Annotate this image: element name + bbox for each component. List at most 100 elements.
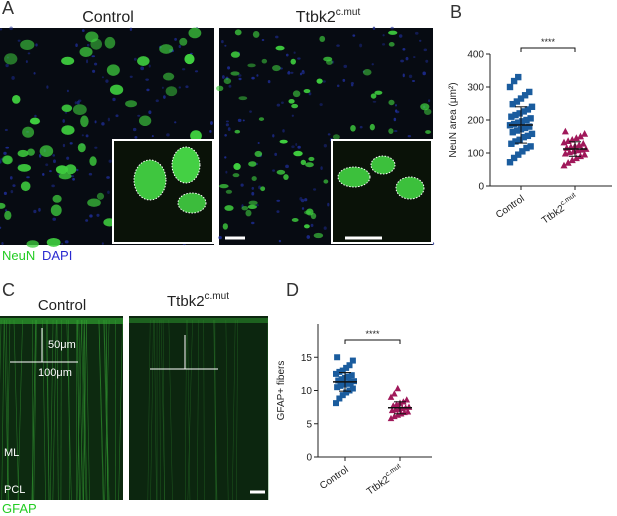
cell bbox=[61, 104, 73, 112]
cell bbox=[106, 64, 120, 76]
data-point bbox=[523, 144, 530, 152]
data-point bbox=[521, 124, 529, 132]
cell bbox=[285, 164, 289, 169]
cell bbox=[88, 172, 93, 176]
cell bbox=[34, 114, 37, 118]
cell bbox=[85, 219, 89, 222]
panel-label: D bbox=[286, 280, 299, 300]
cell bbox=[290, 58, 296, 65]
cell bbox=[210, 121, 213, 125]
fiber bbox=[103, 319, 109, 501]
cell bbox=[308, 92, 312, 96]
cell bbox=[174, 37, 177, 41]
data-point bbox=[506, 83, 514, 91]
cell bbox=[422, 71, 426, 76]
panel-label: C bbox=[2, 280, 15, 300]
cell bbox=[0, 226, 2, 229]
cell bbox=[388, 42, 395, 47]
cell bbox=[151, 135, 154, 138]
fiber bbox=[232, 319, 236, 501]
data-point bbox=[568, 156, 576, 164]
cell bbox=[35, 43, 38, 47]
data-point bbox=[387, 414, 395, 422]
cell bbox=[109, 84, 124, 95]
cell bbox=[101, 76, 104, 79]
cell bbox=[101, 122, 105, 126]
cell bbox=[190, 130, 202, 142]
cell bbox=[17, 149, 29, 158]
cell bbox=[178, 86, 182, 89]
cell bbox=[137, 114, 141, 117]
category-sup: c.mut bbox=[384, 463, 402, 479]
cell bbox=[0, 28, 3, 31]
category-name: Control bbox=[318, 464, 351, 492]
data-point bbox=[520, 133, 527, 141]
cell bbox=[282, 129, 285, 133]
panel-label: B bbox=[450, 2, 462, 22]
cell bbox=[370, 93, 377, 99]
cell bbox=[52, 217, 56, 221]
cell bbox=[2, 155, 13, 165]
cell bbox=[276, 103, 281, 107]
inset-cell bbox=[177, 192, 207, 214]
data-point bbox=[336, 368, 343, 375]
cell bbox=[87, 198, 101, 207]
data-point bbox=[333, 370, 339, 377]
cell bbox=[166, 133, 170, 137]
cell bbox=[61, 242, 64, 245]
cell bbox=[251, 176, 257, 182]
y-tick-label: 300 bbox=[467, 83, 484, 94]
cell bbox=[188, 27, 202, 39]
cell bbox=[9, 26, 13, 31]
cell bbox=[323, 226, 327, 230]
cell bbox=[278, 239, 282, 243]
measure-label: 100μm bbox=[38, 367, 72, 379]
x-tick-label: Ttbk2c.mut bbox=[539, 192, 581, 227]
cell bbox=[218, 235, 222, 240]
data-point bbox=[516, 110, 523, 117]
cell bbox=[72, 104, 87, 115]
cell bbox=[233, 163, 241, 171]
data-point bbox=[509, 100, 516, 108]
cell bbox=[232, 173, 240, 178]
cell bbox=[237, 74, 242, 77]
cell bbox=[224, 44, 227, 47]
fiber bbox=[150, 319, 154, 501]
cell bbox=[291, 145, 295, 149]
cell bbox=[225, 170, 228, 174]
cell bbox=[382, 43, 386, 46]
cell bbox=[219, 183, 229, 189]
y-axis-label: NeuN area (μm²) bbox=[448, 82, 459, 157]
cell bbox=[227, 127, 231, 132]
cell bbox=[272, 134, 275, 138]
panel-label: A bbox=[2, 0, 14, 18]
cell bbox=[293, 51, 296, 54]
fiber bbox=[267, 319, 269, 501]
data-point bbox=[512, 138, 519, 145]
data-point bbox=[524, 106, 532, 113]
fiber bbox=[98, 319, 105, 501]
cell bbox=[225, 189, 233, 194]
data-point bbox=[516, 136, 523, 143]
data-point bbox=[333, 400, 339, 407]
cell bbox=[425, 130, 431, 134]
cell bbox=[300, 198, 305, 203]
cell bbox=[291, 218, 299, 222]
data-point bbox=[513, 127, 521, 134]
cell bbox=[408, 74, 413, 79]
cell bbox=[3, 151, 7, 155]
cell bbox=[419, 39, 422, 42]
cell bbox=[238, 96, 248, 101]
data-point bbox=[334, 354, 341, 361]
cell bbox=[382, 34, 385, 37]
cell bbox=[33, 72, 36, 75]
data-point bbox=[560, 161, 568, 169]
cell bbox=[260, 186, 266, 192]
data-point bbox=[340, 381, 347, 388]
cell bbox=[362, 68, 372, 76]
cell bbox=[85, 134, 89, 138]
cell bbox=[181, 68, 186, 71]
y-axis-label: GFAP+ fibers bbox=[276, 361, 287, 421]
cell bbox=[248, 200, 258, 206]
x-tick-label: Control bbox=[318, 464, 351, 492]
